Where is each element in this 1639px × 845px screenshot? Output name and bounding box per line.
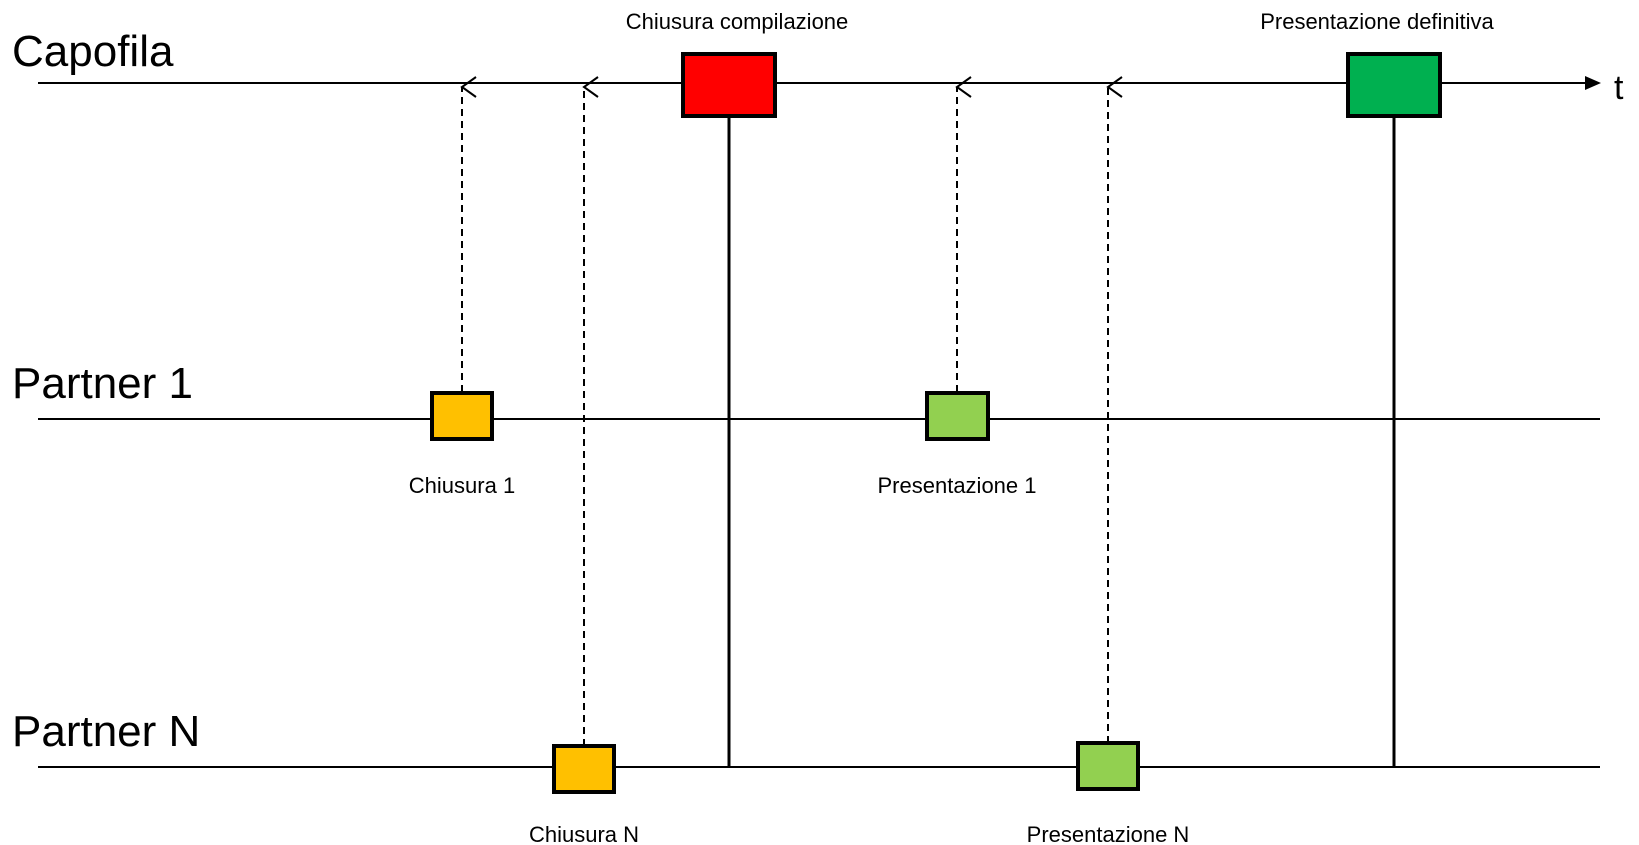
time-axis-arrowhead — [1585, 76, 1601, 90]
chiusura-compilazione-box — [681, 52, 777, 118]
lane-label-partner-n: Partner N — [12, 707, 200, 756]
lane-label-capofila: Capofila — [12, 27, 174, 76]
label-chiusura-1: Chiusura 1 — [409, 473, 515, 498]
label-chiusura-n: Chiusura N — [529, 822, 639, 845]
lane-label-partner-1: Partner 1 — [12, 359, 193, 408]
chiusura-n-box — [552, 744, 616, 794]
time-axis-label: t — [1614, 69, 1624, 107]
presentazione-definitiva-box — [1346, 52, 1442, 118]
presentazione-n-box — [1076, 741, 1140, 791]
label-chiusura-compilazione: Chiusura compilazione — [626, 9, 849, 34]
chiusura-1-box — [430, 391, 494, 441]
label-presentazione-1: Presentazione 1 — [878, 473, 1037, 498]
presentazione-1-box — [925, 391, 990, 441]
label-presentazione-n: Presentazione N — [1027, 822, 1190, 845]
label-presentazione-definitiva: Presentazione definitiva — [1260, 9, 1494, 34]
